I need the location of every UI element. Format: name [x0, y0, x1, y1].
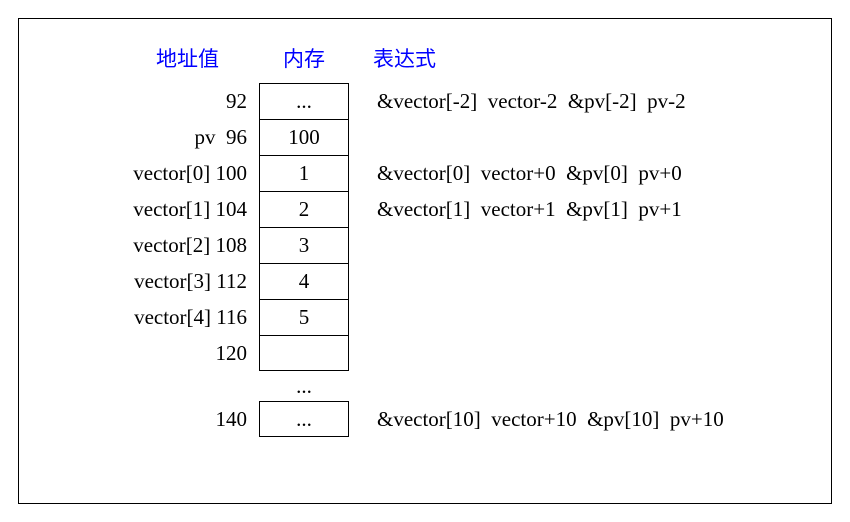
memory-box: 2: [259, 191, 349, 227]
address-label: vector[2] 108: [19, 233, 259, 258]
memory-box: 1: [259, 155, 349, 191]
memory-row-0: 92 ... &vector[-2] vector-2 &pv[-2] pv-2: [19, 83, 831, 119]
expression-text: &vector[-2] vector-2 &pv[-2] pv-2: [349, 89, 831, 114]
address-label: vector[4] 116: [19, 305, 259, 330]
memory-row-7: 120: [19, 335, 831, 371]
address-label: 92: [19, 89, 259, 114]
memory-row-5: vector[3] 112 4: [19, 263, 831, 299]
expression-text: &vector[1] vector+1 &pv[1] pv+1: [349, 197, 831, 222]
memory-cell: ...: [259, 83, 349, 119]
address-label: vector[3] 112: [19, 269, 259, 294]
expression-text: &vector[0] vector+0 &pv[0] pv+0: [349, 161, 831, 186]
memory-row-2: vector[0] 100 1 &vector[0] vector+0 &pv[…: [19, 155, 831, 191]
memory-cell: 2: [259, 191, 349, 227]
memory-cell: [259, 335, 349, 371]
memory-box: ...: [259, 83, 349, 119]
address-label: vector[1] 104: [19, 197, 259, 222]
memory-box: 100: [259, 119, 349, 155]
header-row: 地址值 内存 表达式: [19, 43, 831, 73]
memory-row-last: 140 ... &vector[10] vector+10 &pv[10] pv…: [19, 401, 831, 437]
memory-box: 5: [259, 299, 349, 335]
spacer: [19, 73, 831, 83]
expression-text: &vector[10] vector+10 &pv[10] pv+10: [349, 407, 831, 432]
memory-box: ...: [259, 401, 349, 437]
memory-cell: 1: [259, 155, 349, 191]
memory-box: [259, 335, 349, 371]
memory-cell: ...: [259, 401, 349, 437]
memory-row-1: pv 96 100: [19, 119, 831, 155]
header-address: 地址值: [19, 43, 259, 73]
memory-row-3: vector[1] 104 2 &vector[1] vector+1 &pv[…: [19, 191, 831, 227]
memory-row-6: vector[4] 116 5: [19, 299, 831, 335]
header-memory: 内存: [259, 43, 349, 73]
memory-row-4: vector[2] 108 3: [19, 227, 831, 263]
memory-cell: 4: [259, 263, 349, 299]
memory-box: 3: [259, 227, 349, 263]
memory-box: 4: [259, 263, 349, 299]
memory-cell: 5: [259, 299, 349, 335]
address-label: 140: [19, 407, 259, 432]
memory-cell: 100: [259, 119, 349, 155]
gap-dots: ...: [259, 374, 349, 399]
address-label: vector[0] 100: [19, 161, 259, 186]
diagram-frame: 地址值 内存 表达式 92 ... &vector[-2] vector-2 &…: [18, 18, 832, 504]
address-label: 120: [19, 341, 259, 366]
header-expression: 表达式: [349, 43, 831, 73]
gap-row: ...: [19, 371, 831, 401]
memory-cell: 3: [259, 227, 349, 263]
address-label: pv 96: [19, 125, 259, 150]
